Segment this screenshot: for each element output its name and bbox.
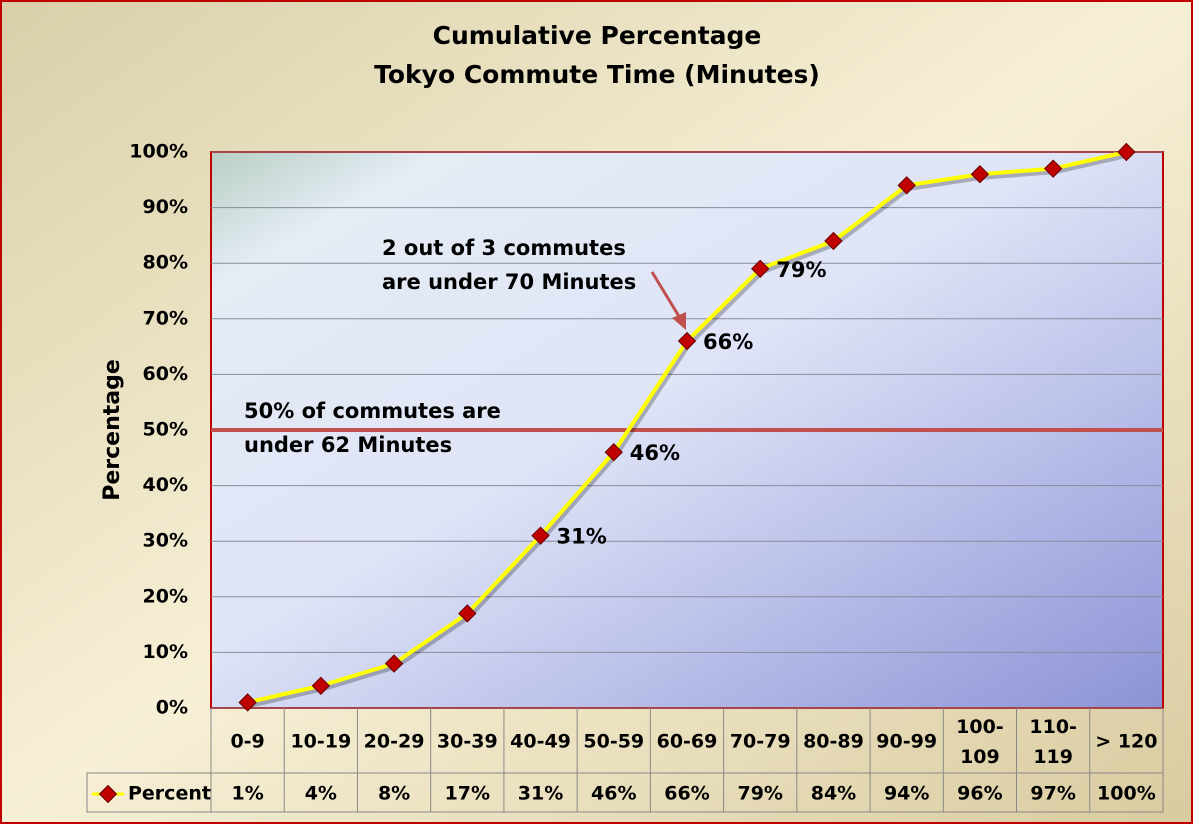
- marker: [1117, 142, 1136, 162]
- marker: [824, 231, 843, 251]
- marker: [897, 176, 916, 195]
- x-tick-label-line: 100-: [956, 716, 1004, 738]
- table-value: 31%: [518, 783, 563, 805]
- table-value: 94%: [884, 783, 929, 805]
- x-tick-label: 0-9: [230, 731, 264, 753]
- y-tick-label: 30%: [143, 530, 188, 552]
- table-value: 97%: [1030, 783, 1075, 805]
- annotation: are under 70 Minutes: [382, 270, 636, 294]
- marker: [677, 331, 697, 351]
- table-value: 66%: [664, 783, 709, 805]
- y-tick-label: 40%: [143, 474, 188, 496]
- x-tick-label: 30-39: [437, 731, 498, 753]
- table-value: 84%: [811, 783, 856, 805]
- marker: [458, 604, 477, 623]
- marker: [751, 259, 770, 278]
- table-value: 100%: [1097, 783, 1156, 805]
- x-tick-label: 60-69: [657, 731, 718, 753]
- y-tick-label: 100%: [129, 141, 188, 163]
- x-tick-label: 90-99: [876, 731, 937, 753]
- marker: [311, 676, 331, 695]
- marker: [1043, 159, 1063, 178]
- chart-title: Cumulative Percentage: [433, 21, 762, 50]
- y-tick-label: 70%: [143, 307, 188, 329]
- annotation: under 62 Minutes: [244, 433, 452, 457]
- table-value: 8%: [378, 783, 410, 805]
- x-tick-label: 50-59: [583, 731, 644, 753]
- table-value: 96%: [957, 783, 1002, 805]
- annotation: 2 out of 3 commutes: [382, 236, 626, 260]
- annotation-arrow: [650, 271, 686, 330]
- x-tick-label-line: 109: [960, 746, 1000, 768]
- marker: [531, 526, 550, 545]
- x-tick-label: 10-19: [290, 731, 351, 753]
- x-tick-label: > 120: [1095, 731, 1157, 753]
- y-tick-label: 50%: [143, 419, 188, 441]
- x-tick-label-line: 110-: [1029, 716, 1077, 738]
- y-tick-label: 20%: [143, 585, 188, 607]
- marker: [604, 443, 623, 462]
- y-tick-label: 90%: [143, 196, 188, 218]
- x-tick-label: 20-29: [364, 731, 425, 753]
- legend-label: Percent: [128, 783, 211, 805]
- marker: [238, 693, 257, 712]
- data-label: 31%: [557, 525, 607, 549]
- x-tick-label: 100- 109: [956, 716, 1004, 768]
- y-axis-label: Percentage: [100, 359, 125, 501]
- x-tick-label: 110- 119: [1029, 716, 1077, 768]
- y-tick-label: 0%: [156, 697, 188, 719]
- data-label: 66%: [703, 330, 753, 354]
- y-tick-label: 80%: [143, 252, 188, 274]
- y-tick-label: 10%: [143, 641, 188, 663]
- x-tick-label-line: 119: [1033, 746, 1073, 768]
- legend-marker: [98, 784, 118, 804]
- data-label: 79%: [776, 258, 826, 282]
- table-value: 46%: [591, 783, 636, 805]
- table-value: 17%: [445, 783, 490, 805]
- x-tick-label: 80-89: [803, 731, 864, 753]
- annotation: 50% of commutes are: [244, 399, 501, 423]
- table-value: 79%: [737, 783, 782, 805]
- y-tick-label: 60%: [143, 363, 188, 385]
- table-value: 4%: [305, 783, 337, 805]
- chart-subtitle: Tokyo Commute Time (Minutes): [374, 60, 820, 89]
- table-value: 1%: [231, 783, 263, 805]
- x-tick-label: 40-49: [510, 731, 571, 753]
- marker: [384, 654, 404, 673]
- marker: [970, 165, 990, 184]
- x-tick-label: 70-79: [730, 731, 791, 753]
- data-label: 46%: [630, 441, 680, 465]
